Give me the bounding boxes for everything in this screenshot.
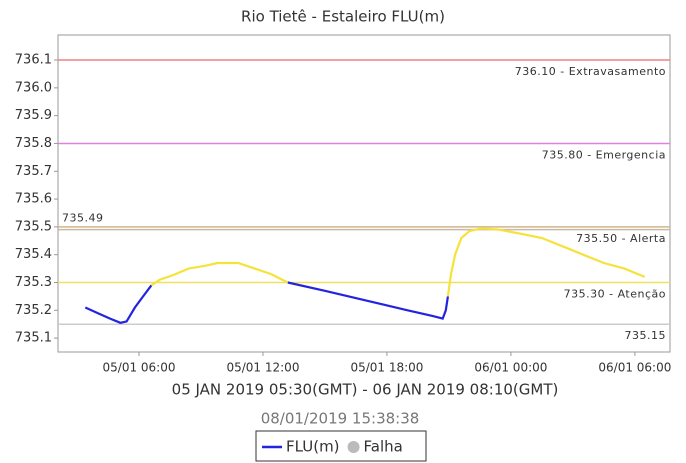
x-axis-label: 05 JAN 2019 05:30(GMT) - 06 JAN 2019 08:… (172, 381, 559, 399)
threshold-label: 736.10 - Extravasamento (515, 65, 666, 78)
y-tick-label: 735.7 (15, 164, 52, 179)
y-tick-label: 736.1 (15, 53, 52, 68)
y-tick-label: 735.6 (15, 192, 52, 207)
threshold-label: 735.30 - Atenção (564, 287, 666, 300)
y-tick-label: 735.4 (15, 247, 52, 262)
legend-swatch (347, 441, 360, 453)
y-tick-label: 736.0 (15, 80, 52, 95)
threshold-label: 735.80 - Emergencia (542, 148, 666, 161)
x-tick-label: 06/01 00:00 (474, 361, 547, 375)
plot-area (57, 34, 671, 353)
data-line (150, 261, 289, 287)
x-tick-label: 05/01 12:00 (226, 361, 299, 375)
threshold-label: 735.50 - Alerta (576, 232, 666, 245)
legend-box (255, 430, 427, 462)
x-tick-label: 05/01 06:00 (103, 361, 176, 375)
y-tick-label: 735.8 (15, 136, 52, 151)
y-tick-label: 735.9 (15, 108, 52, 123)
legend-label: FLU(m) (286, 438, 340, 456)
x-tick-label: 05/01 18:00 (350, 361, 423, 375)
data-line (446, 227, 646, 297)
y-tick-label: 735.2 (15, 303, 52, 318)
y-tick-label: 735.5 (15, 219, 52, 234)
threshold-label: 735.49 (62, 212, 104, 225)
data-line (287, 281, 449, 320)
legend-label: Falha (364, 438, 403, 456)
y-tick-label: 735.1 (15, 331, 52, 346)
x-tick-label: 06/01 06:00 (598, 361, 671, 375)
subtitle: 08/01/2019 15:38:38 (261, 410, 420, 428)
y-tick-label: 735.3 (15, 275, 52, 290)
data-line (84, 284, 153, 324)
threshold-label: 735.15 (625, 329, 667, 342)
chart-title: Rio Tietê - Estaleiro FLU(m) (241, 8, 445, 26)
